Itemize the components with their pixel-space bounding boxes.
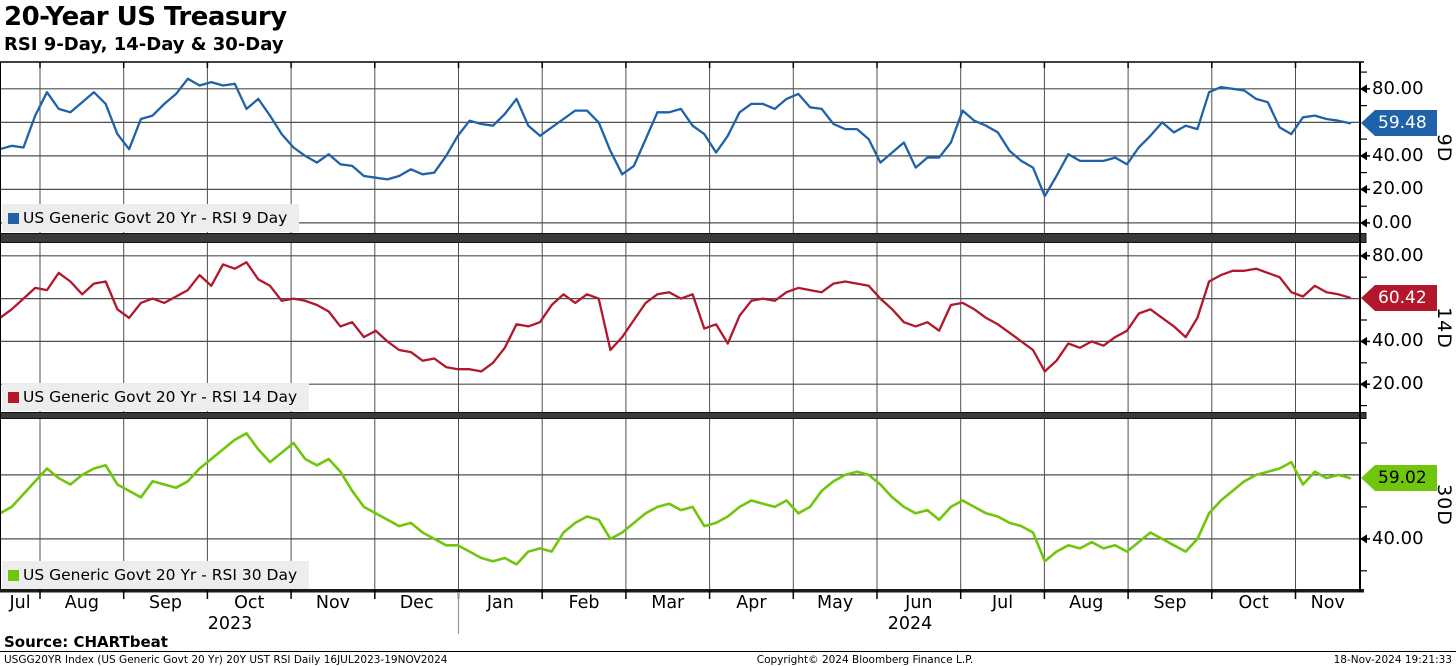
y-axis-label: 20.00 [1372, 178, 1424, 200]
legend-swatch-blue-icon [8, 212, 19, 224]
page-title: 20-Year US Treasury [4, 2, 287, 32]
y-axis-label: 20.00 [1372, 373, 1424, 395]
x-axis-month-label: Jun [905, 593, 933, 613]
panel-axis-label-14d: 14D [1433, 307, 1455, 349]
legend-rsi-30-day: US Generic Govt 20 Yr - RSI 30 Day [2, 561, 310, 589]
y-axis-label: 40.00 [1372, 144, 1424, 166]
x-axis-month-label: Sep [149, 593, 183, 613]
legend-rsi-9-day: US Generic Govt 20 Yr - RSI 9 Day [2, 204, 300, 232]
x-axis-month-label: Jul [991, 593, 1014, 613]
x-axis-month-label: Mar [651, 593, 685, 613]
last-price-tag-14d: 60.42 [1361, 285, 1437, 311]
timestamp: 18-Nov-2024 19:21:33 [1333, 654, 1452, 666]
footer-strip: USGG20YR Index (US Generic Govt 20 Yr) 2… [0, 652, 1456, 666]
panel-axis-label-30d: 30D [1433, 484, 1455, 526]
x-axis-month-label: May [817, 593, 854, 613]
legend-rsi-14-day: US Generic Govt 20 Yr - RSI 14 Day [2, 383, 310, 411]
x-axis-month-label: Jan [486, 593, 514, 613]
x-axis-month-label: Apr [736, 593, 767, 613]
copyright-text: Copyright© 2024 Bloomberg Finance L.P. [756, 654, 974, 666]
footer-divider [0, 651, 1456, 652]
panel-axis-label-9d: 9D [1433, 133, 1455, 163]
y-axis-label: 80.00 [1372, 244, 1424, 266]
x-axis-month-label: Dec [399, 593, 434, 613]
legend-label: US Generic Govt 20 Yr - RSI 14 Day [23, 388, 298, 406]
x-axis-month-label: Jul [9, 593, 31, 613]
page-subtitle: RSI 9-Day, 14-Day & 30-Day [4, 34, 284, 55]
x-axis-month-label: Oct [1238, 593, 1269, 613]
x-axis-year-label: 2023 [207, 614, 253, 634]
legend-label: US Generic Govt 20 Yr - RSI 9 Day [23, 209, 288, 227]
y-axis-label: 0.00 [1372, 211, 1413, 233]
x-axis-month-label: Oct [234, 593, 265, 613]
last-price-tag-9d: 59.48 [1361, 110, 1437, 136]
x-axis-year-label: 2024 [887, 614, 933, 634]
x-axis-month-label: Sep [1153, 593, 1187, 613]
y-axis-label: 40.00 [1372, 527, 1424, 549]
y-axis-label: 80.00 [1372, 77, 1424, 99]
x-axis-month-label: Aug [64, 593, 99, 613]
x-axis-month-label: Aug [1069, 593, 1104, 613]
legend-label: US Generic Govt 20 Yr - RSI 30 Day [23, 566, 298, 584]
x-axis-month-label: Nov [315, 593, 351, 613]
x-axis-month-label: Feb [568, 593, 600, 613]
x-axis-month-label: Nov [1310, 593, 1345, 613]
security-description: USGG20YR Index (US Generic Govt 20 Yr) 2… [4, 654, 448, 666]
source-line: Source: CHARTbeat [4, 633, 168, 651]
last-price-tag-30d: 59.02 [1361, 465, 1437, 491]
legend-swatch-red-icon [8, 391, 19, 403]
y-axis-label: 40.00 [1372, 330, 1424, 352]
legend-swatch-green-icon [8, 569, 19, 581]
